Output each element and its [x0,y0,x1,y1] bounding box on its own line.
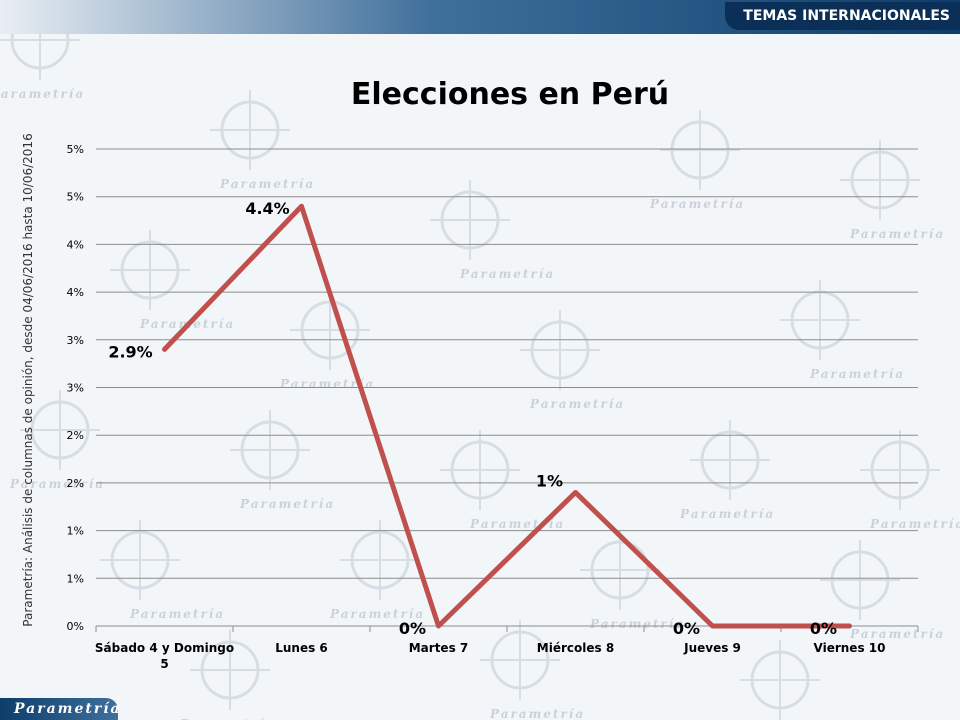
x-tick-label: Sábado 4 y Domingo 5 [95,641,234,671]
data-label: 2.9% [108,342,152,361]
watermark-text: Parametría [179,717,275,720]
watermark-text: Parametría [129,607,225,621]
watermark-text: Parametría [849,627,945,641]
watermark-text: Parametría [649,197,745,211]
watermark-text: Parametría [9,477,105,491]
data-point [574,490,577,494]
data-point [300,204,303,208]
watermark-text: Parametría [849,227,945,241]
watermark-text: Parametría [589,617,685,631]
source-note: Parametría: Análisis de columnas de opin… [21,133,35,627]
x-tick-label: Miércoles 8 [537,641,614,655]
data-label: 0% [673,619,700,638]
y-tick-label: 0% [67,620,84,633]
y-tick-label: 2% [67,429,84,442]
y-tick-label: 4% [67,238,84,251]
data-point [163,347,166,351]
watermark-text: Parametría [489,707,585,720]
watermark-text: Parametría [809,367,905,381]
parametria-logo: Parametría [0,698,122,720]
x-tick-label: Lunes 6 [275,641,328,655]
header-bar: TEMAS INTERNACIONALES [0,0,960,34]
watermark-text: Parametría [459,267,555,281]
watermark-text: Parametría [0,87,85,101]
data-point [848,624,851,628]
data-label: 0% [399,619,426,638]
y-tick-label: 3% [67,334,84,347]
watermark-text: Parametría [679,507,775,521]
watermark-text: Parametría [869,517,960,531]
y-tick-label: 5% [67,191,84,204]
series-line [162,203,852,629]
y-tick-label: 1% [67,572,84,585]
y-tick-label: 5% [67,143,84,156]
watermark-text: Parametría [239,497,335,511]
chart-title: Elecciones en Perú [351,77,669,112]
section-tab: TEMAS INTERNACIONALES [725,2,960,30]
y-tick-label: 1% [67,525,84,538]
data-point [711,624,714,628]
data-label: 0% [810,619,837,638]
watermark-text: Parametría [219,177,315,191]
data-point [437,624,440,628]
y-tick-label: 3% [67,382,84,395]
data-label: 1% [536,471,563,490]
watermark-text: Parametría [329,607,425,621]
watermark-text: Parametría [529,397,625,411]
x-tick-label: Viernes 10 [814,641,886,655]
y-tick-label: 2% [67,477,84,490]
x-tick-label: Martes 7 [409,641,469,655]
y-tick-label: 4% [67,286,84,299]
x-tick-label: Jueves 9 [683,641,741,655]
logo-text: Parametría [14,701,122,717]
data-label: 4.4% [245,199,289,218]
